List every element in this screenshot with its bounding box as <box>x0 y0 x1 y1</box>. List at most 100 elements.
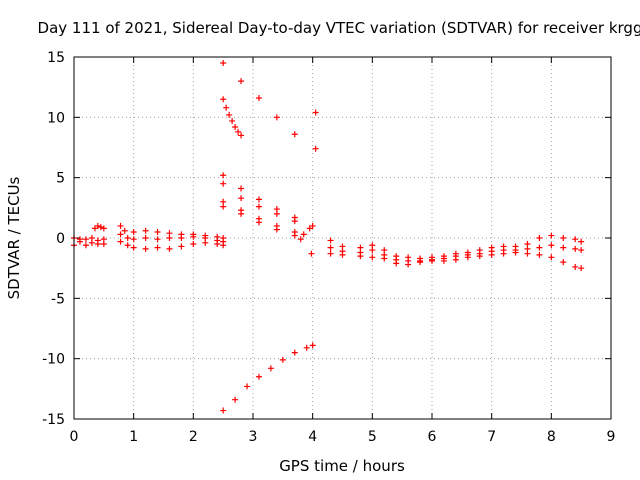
y-tick-label: 0 <box>56 231 65 247</box>
x-axis-label: GPS time / hours <box>279 457 405 475</box>
data-point <box>154 244 161 251</box>
data-point <box>327 244 334 251</box>
series-mid-lower <box>117 238 227 252</box>
data-point <box>578 238 585 245</box>
data-point <box>255 373 262 380</box>
grid-lines <box>74 57 611 419</box>
data-point <box>220 96 227 103</box>
data-point <box>255 196 262 203</box>
series-early-b <box>71 235 107 249</box>
data-point <box>560 259 567 266</box>
x-tick-label: 1 <box>129 429 138 445</box>
data-point <box>327 237 334 244</box>
data-point <box>235 128 242 135</box>
x-tick-label: 5 <box>368 429 377 445</box>
axis-ticks: 0 1 2 3 4 5 6 7 8 9 -15 -10 -5 0 5 10 15 <box>42 50 615 445</box>
data-point <box>76 236 83 243</box>
data-point <box>291 349 298 356</box>
series-early-c <box>91 222 107 232</box>
data-point <box>306 225 313 232</box>
data-point <box>154 236 161 243</box>
data-point <box>220 407 227 414</box>
data-point <box>405 261 412 268</box>
data-point <box>88 235 95 241</box>
y-tick-label: -15 <box>42 412 65 428</box>
data-point <box>327 250 334 257</box>
series-mid-falling-b <box>220 180 313 232</box>
data-point <box>255 95 262 102</box>
data-point <box>572 263 579 270</box>
data-point <box>244 383 251 390</box>
data-point <box>464 254 471 261</box>
data-point <box>524 250 531 257</box>
data-point <box>312 109 319 116</box>
data-point <box>381 255 388 262</box>
data-point <box>303 344 310 351</box>
data-point <box>291 218 298 225</box>
data-point <box>178 243 185 250</box>
x-tick-label: 7 <box>487 429 496 445</box>
data-point <box>312 145 319 152</box>
data-point <box>130 244 137 251</box>
data-point <box>100 236 107 243</box>
data-point <box>223 104 230 111</box>
x-tick-label: 9 <box>607 429 616 445</box>
data-point <box>273 114 280 121</box>
data-point <box>297 236 304 243</box>
series-mid-middle <box>117 231 227 245</box>
data-point <box>417 259 424 266</box>
data-point <box>476 253 483 260</box>
data-point <box>255 219 262 226</box>
data-point <box>220 242 227 249</box>
data-points <box>71 60 585 414</box>
data-point <box>238 132 245 139</box>
data-point <box>117 222 124 229</box>
data-point <box>190 241 197 248</box>
data-point <box>130 228 137 235</box>
data-point <box>369 254 376 261</box>
data-point <box>226 111 233 118</box>
data-point <box>300 231 307 238</box>
data-point <box>117 231 124 238</box>
x-tick-label: 6 <box>428 429 437 445</box>
data-point <box>229 117 236 124</box>
data-point <box>220 203 227 210</box>
data-point <box>220 172 227 179</box>
data-point <box>154 228 161 235</box>
data-point <box>166 235 173 241</box>
data-point <box>97 224 104 231</box>
x-tick-label: 4 <box>308 429 317 445</box>
data-point <box>82 242 89 249</box>
x-tick-label: 3 <box>249 429 258 445</box>
data-point <box>142 235 149 241</box>
data-point <box>578 247 585 254</box>
x-tick-label: 2 <box>189 429 198 445</box>
data-point <box>309 342 316 349</box>
y-tick-label: 10 <box>47 110 65 126</box>
y-axis-label: SDTVAR / TECUs <box>5 176 23 299</box>
data-point <box>220 180 227 187</box>
data-point <box>166 245 173 252</box>
data-point <box>273 226 280 233</box>
x-tick-label: 8 <box>547 429 556 445</box>
data-point <box>291 131 298 138</box>
data-point <box>117 238 124 245</box>
data-point <box>578 265 585 272</box>
data-point <box>488 251 495 258</box>
data-point <box>369 247 376 254</box>
data-point <box>94 222 101 229</box>
data-point <box>273 210 280 217</box>
data-point <box>500 250 507 257</box>
data-point <box>232 123 239 130</box>
x-tick-label: 0 <box>70 429 79 445</box>
data-point <box>94 241 101 248</box>
data-point <box>512 249 519 256</box>
data-point <box>548 254 555 261</box>
data-point <box>121 227 128 234</box>
data-point <box>202 239 209 246</box>
data-point <box>220 60 227 67</box>
series-mid-falling-a <box>220 172 316 229</box>
data-point <box>142 245 149 252</box>
data-point <box>267 365 274 372</box>
